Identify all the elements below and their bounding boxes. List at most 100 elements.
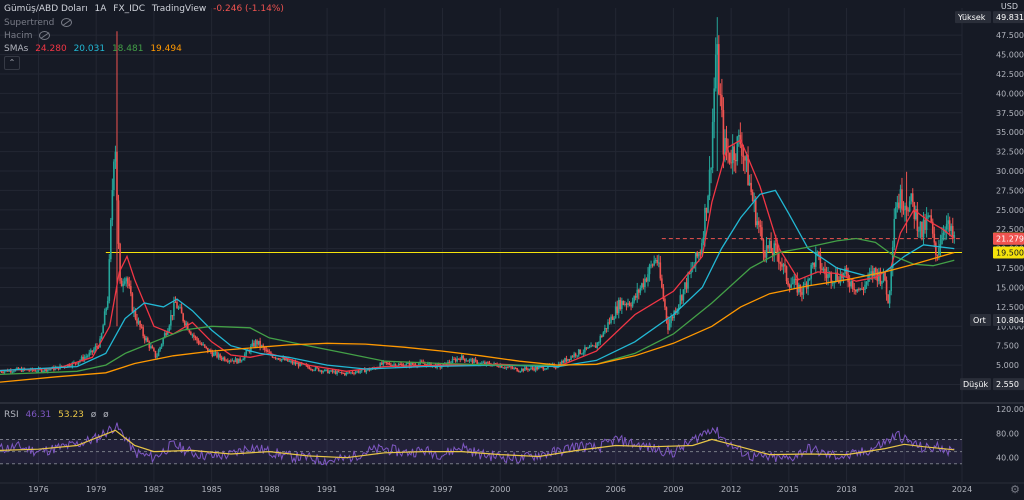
gear-icon[interactable]: ⚙ — [1010, 483, 1020, 496]
candle-body — [584, 347, 586, 353]
candle-body — [307, 365, 309, 368]
candle-body — [424, 363, 426, 365]
candle-body — [499, 365, 502, 368]
candle-body — [630, 305, 632, 307]
candle-body — [110, 219, 112, 260]
eye-hidden-icon[interactable] — [61, 18, 73, 27]
price-label-box — [993, 314, 1024, 327]
candle-body — [571, 356, 574, 358]
candle-body — [950, 226, 953, 231]
price-label-tag — [970, 314, 991, 327]
candle-body — [86, 355, 89, 357]
candle-body — [896, 202, 899, 208]
candle-body — [140, 326, 143, 328]
candle-body — [117, 200, 120, 244]
candle-body — [467, 360, 469, 362]
candle-body — [582, 352, 585, 354]
candle-body — [105, 308, 108, 312]
candle-body — [305, 364, 308, 366]
candle-body — [713, 88, 715, 123]
candle-body — [359, 371, 361, 373]
candle-body — [137, 320, 140, 324]
candle-body — [788, 285, 791, 288]
candle-body — [160, 344, 163, 348]
candle-body — [34, 370, 37, 372]
candle-body — [390, 364, 392, 367]
candle-body — [388, 363, 391, 365]
candle-body — [365, 370, 368, 373]
collapse-legend-button[interactable]: ⌃ — [4, 56, 20, 70]
price-label-value: 2.550 — [996, 380, 1019, 389]
candle-body — [697, 253, 700, 257]
candle-body — [88, 352, 91, 356]
candle-body — [539, 366, 542, 368]
candle-body — [230, 360, 232, 362]
candle-body — [179, 307, 181, 309]
candle-body — [942, 233, 945, 236]
candle-body — [930, 215, 933, 222]
candle-body — [280, 358, 283, 361]
candle-body — [251, 342, 254, 347]
candle-body — [162, 338, 164, 345]
candle-body — [901, 189, 903, 210]
candle-body — [71, 362, 74, 367]
chevron-up-icon: ⌃ — [8, 58, 16, 67]
candle-body — [465, 360, 468, 362]
candle-body — [313, 370, 315, 372]
time-axis-tick-label: 1997 — [432, 485, 452, 494]
candle-body — [641, 283, 643, 289]
candle-body — [773, 243, 776, 256]
candle-body — [671, 317, 674, 319]
candle-body — [590, 345, 592, 348]
candle-body — [17, 367, 20, 370]
candle-body — [342, 372, 345, 374]
price-axis-tick-label: 40.000 — [996, 89, 1024, 98]
time-axis-tick-label: 2000 — [490, 485, 510, 494]
candle-body — [864, 284, 866, 290]
candle-body — [540, 366, 543, 368]
candle-body — [884, 271, 886, 281]
interval-label[interactable]: 1A — [94, 4, 107, 14]
time-axis-tick-label: 2012 — [721, 485, 741, 494]
candle-body — [407, 362, 409, 364]
candle-body — [821, 268, 823, 270]
candle-body — [217, 354, 220, 358]
candle-body — [182, 313, 184, 322]
candle-body — [593, 345, 595, 347]
candle-body — [779, 262, 782, 264]
candle-body — [173, 301, 175, 316]
candle-body — [510, 366, 512, 368]
candle-body — [624, 303, 626, 305]
candle-body — [899, 189, 902, 209]
candle-body — [895, 207, 897, 219]
candle-body — [631, 301, 634, 307]
candle-body — [240, 360, 243, 362]
candle-body — [921, 221, 923, 238]
eye-hidden-icon[interactable] — [39, 31, 51, 40]
candle-body — [267, 350, 269, 353]
candle-body — [710, 168, 712, 170]
candle-body — [714, 54, 717, 89]
candle-body — [810, 264, 812, 279]
candle-body — [856, 288, 859, 292]
currency-label[interactable]: USD — [1000, 2, 1018, 11]
candle-body — [186, 323, 189, 331]
candle-body — [625, 303, 628, 306]
candle-body — [354, 372, 357, 374]
candle-body — [565, 358, 568, 362]
candle-body — [888, 291, 891, 304]
candle-body — [784, 264, 786, 267]
candle-body — [194, 336, 197, 338]
candle-body — [154, 350, 157, 358]
candle-body — [500, 365, 503, 368]
candle-body — [827, 274, 829, 279]
candle-body — [834, 272, 837, 282]
candle-body — [902, 209, 905, 211]
candle-body — [919, 221, 922, 231]
candle-body — [445, 362, 448, 366]
sma-value-red: 24.280 — [35, 44, 67, 54]
candle-body — [143, 336, 146, 341]
candle-body — [915, 209, 917, 220]
candle-body — [254, 340, 257, 347]
